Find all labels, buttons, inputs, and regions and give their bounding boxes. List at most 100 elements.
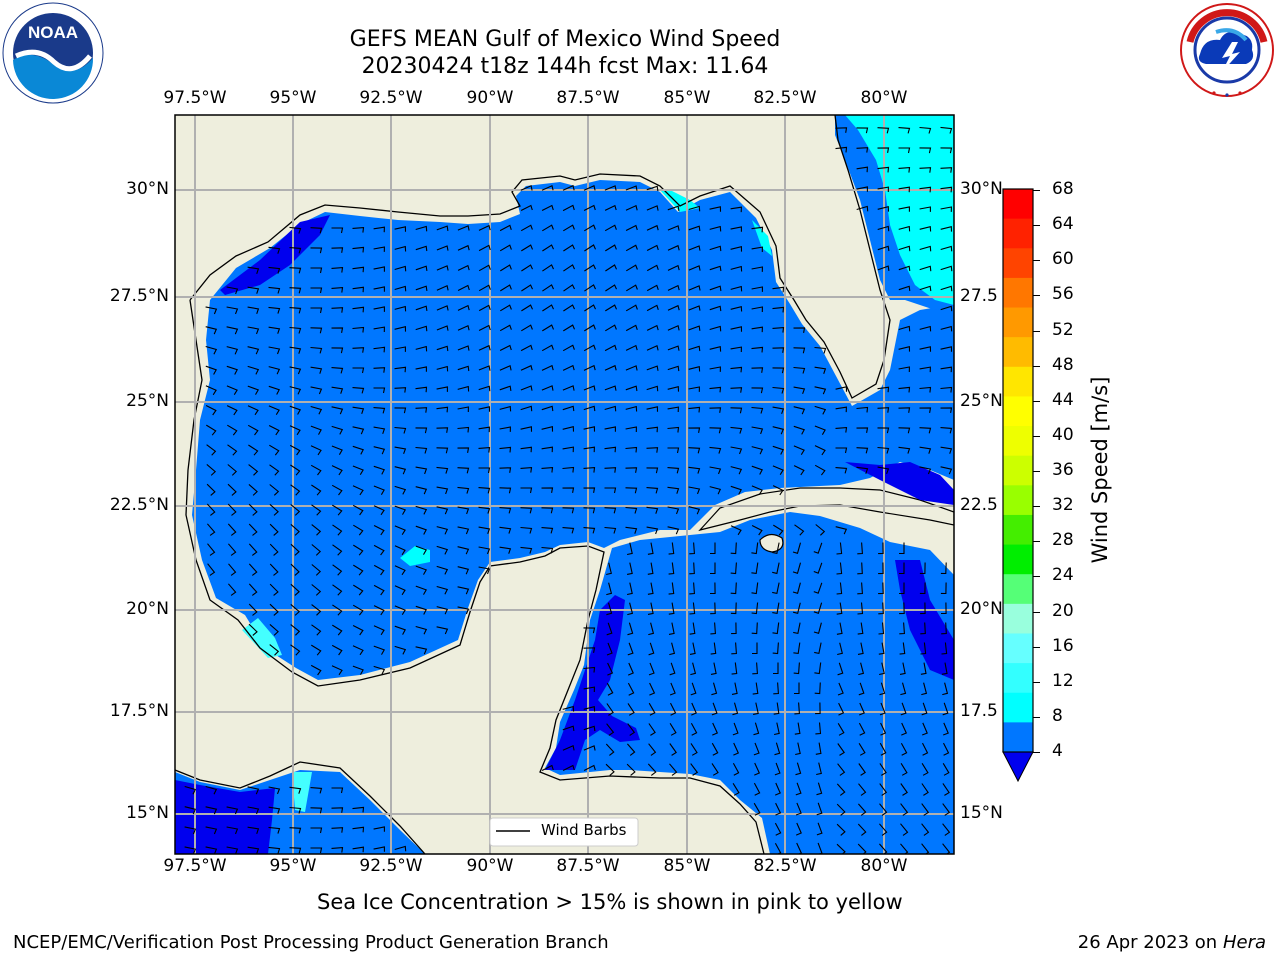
- wind-barb: [856, 406, 869, 413]
- wind-barb: [942, 823, 951, 836]
- wind-barb: [415, 446, 428, 454]
- legend-label: Wind Barbs: [541, 821, 627, 839]
- wind-barb: [541, 507, 554, 514]
- wind-barb: [772, 582, 780, 595]
- wind-barb: [520, 487, 533, 494]
- wind-barb: [667, 205, 680, 211]
- wind-barb: [353, 544, 364, 556]
- right-tick-label: 15°N: [960, 803, 1003, 823]
- wind-barb: [898, 147, 911, 154]
- wind-barb: [394, 305, 407, 312]
- wind-barb: [205, 385, 217, 396]
- wind-barb: [457, 606, 470, 615]
- wind-barb: [647, 542, 654, 555]
- wind-barb: [332, 504, 343, 516]
- wind-barb: [269, 603, 279, 616]
- wind-barb: [521, 324, 533, 332]
- wind-barb: [898, 346, 911, 352]
- wind-barb: [730, 407, 743, 414]
- wind-barb: [415, 565, 428, 575]
- wind-barb: [311, 624, 322, 636]
- wind-barb: [773, 682, 779, 695]
- wind-barb: [920, 662, 927, 675]
- wind-barb: [248, 444, 259, 456]
- wind-barb: [835, 127, 848, 133]
- colorbar-tick-mark: [1033, 225, 1040, 227]
- wind-barb: [289, 386, 302, 395]
- wind-barb: [730, 366, 743, 373]
- wind-barb: [311, 544, 322, 556]
- wind-barb: [499, 487, 512, 494]
- wind-barb: [311, 644, 322, 656]
- wind-barb: [877, 446, 890, 454]
- wind-barb: [310, 807, 323, 814]
- breezy-tehuantepec: [292, 772, 312, 812]
- wind-barb: [352, 806, 365, 813]
- wind-barb: [919, 206, 931, 212]
- wind-barb: [625, 487, 638, 494]
- wind-barb: [880, 722, 887, 736]
- wind-barb: [331, 445, 343, 455]
- wind-barb: [436, 245, 449, 251]
- wind-barb: [500, 304, 512, 312]
- wind-barb: [352, 426, 365, 435]
- wind-barb: [919, 386, 932, 393]
- wind-barb: [562, 446, 574, 453]
- wind-barb: [751, 525, 763, 536]
- wind-barb: [289, 307, 302, 314]
- wind-barb: [605, 763, 615, 776]
- wind-barb: [457, 566, 470, 575]
- wind-barb: [877, 186, 889, 193]
- wind-barb: [646, 304, 659, 312]
- wind-barb: [289, 346, 302, 354]
- wind-barb: [310, 464, 322, 476]
- wind-barb: [731, 662, 738, 675]
- colorbar-tick-mark: [1033, 541, 1040, 543]
- wind-barb: [919, 582, 926, 595]
- wind-barb: [751, 426, 764, 435]
- wind-barb: [478, 344, 491, 351]
- wind-barb: [795, 822, 802, 836]
- wind-barb: [877, 466, 890, 474]
- wind-barb: [373, 387, 386, 394]
- wind-barb: [247, 385, 260, 395]
- top-tick-label: 95°W: [269, 88, 317, 108]
- wind-barb: [583, 706, 596, 712]
- wind-barb: [247, 306, 260, 314]
- wind-barb: [625, 405, 638, 412]
- wind-barb: [310, 405, 323, 415]
- wind-barb: [205, 846, 218, 854]
- wind-barb: [499, 426, 511, 432]
- wind-barb: [268, 346, 281, 355]
- wind-barb: [794, 722, 801, 735]
- wind-barb: [352, 604, 364, 616]
- wind-barb: [205, 345, 218, 355]
- wind-barb: [919, 147, 932, 154]
- wind-barb: [772, 562, 780, 575]
- wind-barb: [331, 287, 344, 293]
- graticule: [175, 115, 954, 854]
- wind-barb: [331, 807, 344, 813]
- wind-barb: [290, 543, 300, 556]
- wind-barb: [478, 406, 491, 412]
- wind-barb: [751, 622, 758, 635]
- wind-barb: [816, 822, 823, 836]
- wind-barb: [878, 662, 885, 676]
- wind-barb: [478, 264, 491, 272]
- wind-barb: [898, 386, 911, 393]
- wind-barb: [583, 185, 596, 191]
- wind-barb: [542, 244, 555, 252]
- wind-barb: [710, 542, 716, 555]
- wind-barb: [625, 526, 638, 534]
- wind-barb: [625, 467, 638, 473]
- wind-barb: [838, 702, 845, 716]
- wind-barb: [941, 602, 947, 615]
- wind-barb: [520, 526, 533, 534]
- wind-barb: [457, 304, 470, 311]
- wind-barb: [352, 266, 365, 273]
- wind-barb: [436, 585, 449, 595]
- wind-barb: [647, 582, 654, 595]
- wind-barb: [562, 745, 575, 751]
- top-tick-label: 90°W: [466, 88, 514, 108]
- wind-barb: [606, 682, 614, 696]
